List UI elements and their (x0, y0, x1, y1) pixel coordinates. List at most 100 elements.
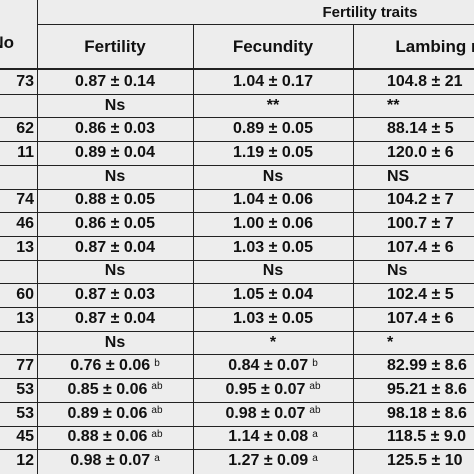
table-cell: 88.14 ± 5 (387, 120, 454, 138)
rule (0, 94, 474, 95)
table-cell: * (387, 333, 394, 351)
table-cell: 0.98 ± 0.07 a (37, 449, 193, 473)
table-cell: 104.2 ± 7 (387, 191, 454, 209)
table-cell: 1.03 ± 0.05 (233, 238, 313, 256)
table-cell: 118.5 ± 9.0 (387, 428, 467, 446)
group-header: Fertility traits (322, 3, 418, 21)
table-cell: 107.4 ± 6 (387, 309, 454, 327)
table-cell: Ns (262, 262, 284, 280)
table-cell: 0.87 ± 0.04 (75, 238, 155, 256)
table-cell: ** (266, 96, 280, 114)
table-cell: 95.21 ± 8.6 (387, 380, 467, 398)
table-cell: 0.88 ± 0.05 (75, 191, 155, 209)
row-label: 13 (16, 238, 34, 256)
table-cell: 0.89 ± 0.04 (75, 143, 155, 161)
superscript: ab (309, 405, 321, 417)
table-cell: 1.04 ± 0.17 (233, 72, 313, 90)
table-cell: NS (387, 167, 410, 185)
rule (193, 25, 194, 474)
row-label: 60 (16, 286, 34, 304)
column-header: Lambing r (395, 36, 474, 56)
column-header: No (0, 33, 14, 52)
rule (0, 378, 474, 379)
table-cell: 0.89 ± 0.06 ab (37, 402, 193, 426)
superscript: ab (151, 428, 163, 440)
rule (0, 165, 474, 166)
table-cell: Ns (104, 96, 126, 114)
table-cell: Ns (104, 262, 126, 280)
table-cell: 0.89 ± 0.05 (233, 120, 313, 138)
cell-text: 0.98 ± 0.07 (70, 452, 151, 470)
rule (0, 354, 474, 355)
rule (0, 141, 474, 142)
superscript: a (154, 452, 160, 464)
table-cell: Ns (262, 167, 284, 185)
rule (37, 24, 474, 25)
table-cell: 0.86 ± 0.03 (75, 120, 155, 138)
table-cell: 0.88 ± 0.06 ab (37, 426, 193, 450)
row-label (0, 260, 34, 284)
cell-text: 0.85 ± 0.06 (67, 380, 148, 398)
row-label: 46 (16, 215, 34, 233)
table-cell: 0.84 ± 0.07 b (193, 354, 353, 378)
cell-text: 0.76 ± 0.06 (70, 357, 151, 375)
rule (0, 426, 474, 427)
row-label: 74 (16, 191, 34, 209)
rule (0, 68, 474, 70)
cell-text: 1.27 ± 0.09 (228, 452, 309, 470)
table-cell: 104.8 ± 21 (387, 72, 463, 90)
table-cell: 125.5 ± 10 (387, 452, 463, 470)
row-label (0, 94, 34, 118)
table-cell: 1.14 ± 0.08 a (193, 426, 353, 450)
column-header: Fertility (84, 36, 146, 56)
table-cell: 98.18 ± 8.6 (387, 404, 467, 422)
cell-text: 0.88 ± 0.06 (67, 428, 148, 446)
row-label (0, 331, 34, 355)
superscript: ab (309, 381, 321, 393)
cell-text: 0.95 ± 0.07 (225, 380, 306, 398)
row-label: 77 (16, 357, 34, 375)
rule (0, 283, 474, 284)
table-cell: * (269, 333, 277, 351)
table-cell: 1.05 ± 0.04 (233, 286, 313, 304)
row-label: 12 (16, 452, 34, 470)
table-cell: 1.19 ± 0.05 (233, 143, 313, 161)
superscript: b (154, 357, 160, 369)
row-label: 53 (16, 380, 34, 398)
rule (0, 189, 474, 190)
superscript: a (312, 452, 318, 464)
cell-text: 1.14 ± 0.08 (228, 428, 309, 446)
table-cell: 1.00 ± 0.06 (233, 215, 313, 233)
rule (0, 212, 474, 213)
superscript: ab (151, 381, 163, 393)
table-cell: 0.95 ± 0.07 ab (193, 378, 353, 402)
rule (0, 331, 474, 332)
row-label: 62 (16, 120, 34, 138)
cell-text: 0.89 ± 0.06 (67, 404, 148, 422)
table-cell: 1.04 ± 0.06 (233, 191, 313, 209)
table-cell: 0.76 ± 0.06 b (37, 354, 193, 378)
rule (0, 402, 474, 403)
row-label (0, 165, 34, 189)
table-cell: 1.27 ± 0.09 a (193, 449, 353, 473)
table-cell: 0.87 ± 0.14 (75, 72, 155, 90)
table-cell: 0.87 ± 0.03 (75, 286, 155, 304)
row-label: 73 (16, 72, 34, 90)
superscript: ab (151, 405, 163, 417)
column-header: Fecundity (232, 36, 314, 56)
table-cell: 0.98 ± 0.07 ab (193, 402, 353, 426)
table-cell: 0.86 ± 0.05 (75, 215, 155, 233)
table-cell: 0.85 ± 0.06 ab (37, 378, 193, 402)
cell-text: 0.98 ± 0.07 (225, 404, 306, 422)
rule (37, 0, 38, 474)
row-label: 53 (16, 404, 34, 422)
table-cell: 0.87 ± 0.04 (75, 309, 155, 327)
row-label: 45 (16, 428, 34, 446)
rule (0, 236, 474, 237)
row-label: 13 (16, 309, 34, 327)
cell-text: 0.84 ± 0.07 (228, 357, 309, 375)
superscript: b (312, 357, 318, 369)
rule (0, 260, 474, 261)
rule (353, 25, 354, 474)
